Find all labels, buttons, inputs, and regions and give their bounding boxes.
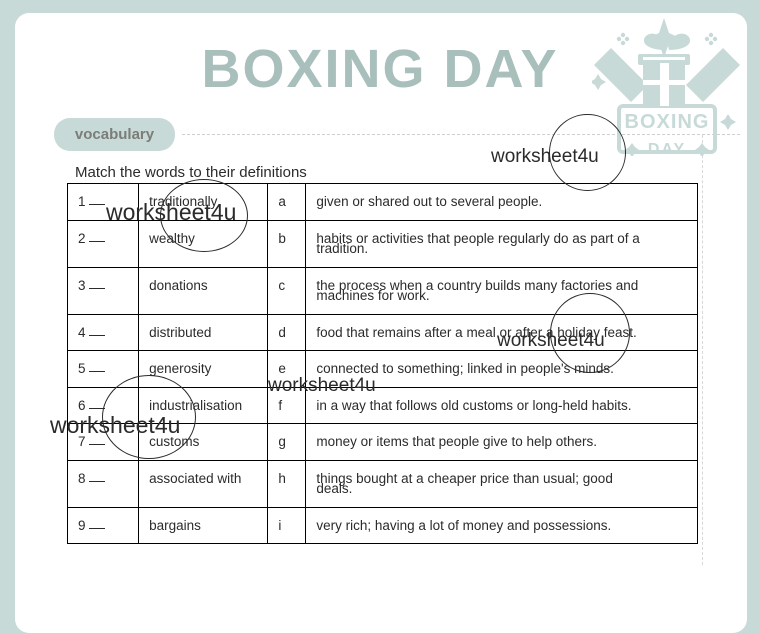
svg-text:BOXING: BOXING [625, 111, 710, 133]
svg-text:DAY: DAY [648, 141, 686, 156]
